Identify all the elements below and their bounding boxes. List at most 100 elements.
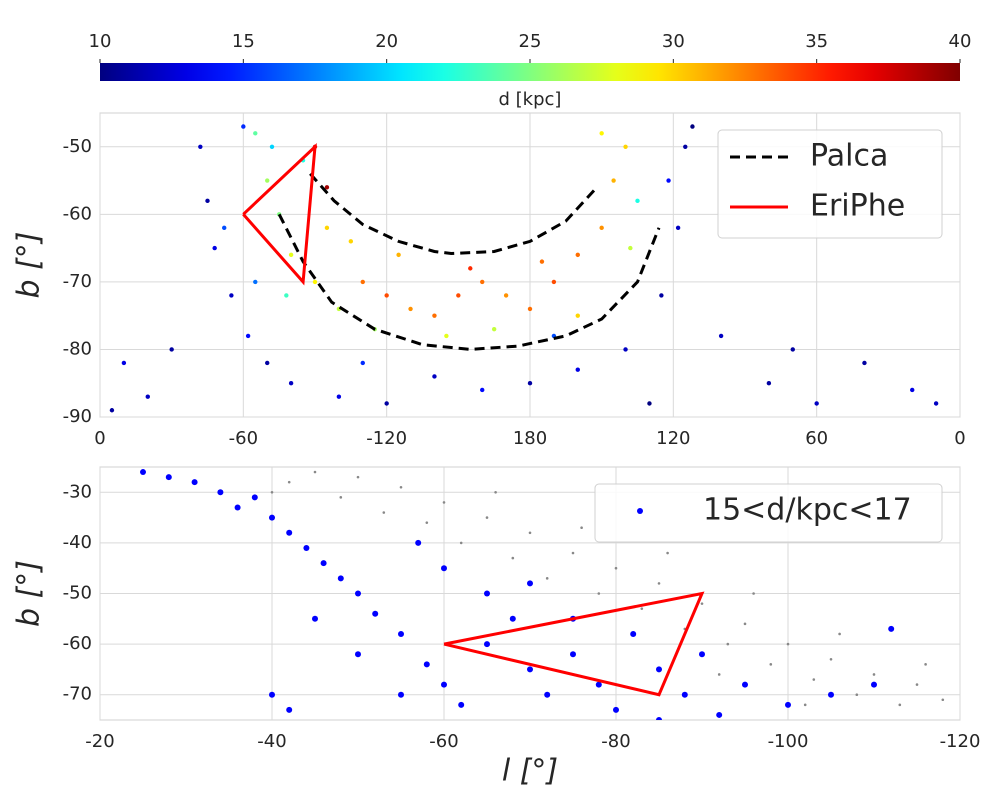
star-point — [575, 313, 580, 318]
star-point — [253, 131, 258, 136]
y-tick-label: -90 — [63, 406, 92, 427]
point — [613, 706, 619, 713]
colorbar-tick-label: 20 — [375, 31, 398, 52]
star-point — [659, 293, 664, 298]
point — [286, 706, 293, 713]
point — [458, 701, 465, 708]
point — [924, 663, 927, 666]
point — [666, 551, 669, 555]
colorbar-tick-label: 40 — [949, 31, 972, 52]
colorbar-tick-label: 30 — [662, 31, 685, 52]
point — [287, 480, 291, 484]
star-point — [121, 360, 127, 366]
colorbar-label: d [kpc] — [499, 89, 562, 110]
star-point — [503, 293, 509, 298]
curve — [443, 591, 705, 697]
point — [570, 651, 576, 658]
star-point — [324, 185, 330, 190]
star-point — [628, 245, 633, 251]
legend-box — [717, 129, 943, 239]
point — [898, 703, 902, 707]
point — [398, 630, 404, 637]
point — [423, 661, 430, 668]
point — [640, 607, 644, 610]
point — [699, 651, 705, 658]
star-point — [480, 387, 485, 393]
legend-label: Palca — [810, 139, 888, 174]
point — [337, 575, 344, 582]
point — [888, 625, 895, 632]
star-point — [718, 333, 724, 339]
star-point — [790, 347, 795, 352]
star-point — [408, 306, 413, 312]
point — [270, 491, 274, 494]
x-tick-label: -40 — [257, 731, 286, 752]
y-tick-label: -50 — [63, 136, 92, 157]
star-point — [253, 279, 258, 285]
star-point — [575, 367, 580, 372]
point — [234, 504, 241, 511]
curve — [277, 172, 661, 351]
point — [785, 701, 791, 708]
star-point — [623, 347, 628, 352]
point — [915, 683, 919, 686]
point — [459, 541, 463, 545]
colorbar-tick-label: 35 — [805, 31, 828, 52]
y-axis-label: b [°] — [12, 560, 47, 627]
star-point — [814, 401, 819, 406]
x-axis-label: l [°] — [502, 754, 558, 789]
star-point — [599, 131, 604, 136]
colorbar-tick-label: 25 — [519, 31, 542, 52]
star-point — [324, 225, 330, 231]
point — [494, 491, 497, 494]
y-tick-label: -30 — [63, 481, 92, 502]
point — [614, 566, 618, 570]
y-tick-label: -70 — [63, 684, 92, 705]
point — [786, 642, 790, 646]
star-point — [269, 144, 275, 149]
point — [425, 521, 429, 524]
point — [442, 501, 446, 504]
star-point — [468, 266, 473, 271]
y-tick-label: -60 — [63, 633, 92, 654]
plot-marks — [109, 124, 939, 413]
star-point — [384, 293, 389, 298]
point — [828, 691, 834, 698]
point — [251, 494, 258, 501]
star-point — [647, 401, 652, 406]
legend: Palca EriPhe — [717, 129, 943, 239]
point — [399, 485, 403, 489]
plot-marks — [140, 469, 945, 720]
x-tick-label: -80 — [601, 731, 630, 752]
star-point — [198, 144, 203, 149]
star-point — [109, 408, 115, 413]
y-tick-label: -40 — [63, 532, 92, 553]
point — [812, 678, 816, 681]
point — [355, 590, 361, 597]
point — [716, 711, 723, 718]
point — [415, 539, 422, 546]
point — [872, 673, 876, 676]
star-point — [169, 347, 174, 352]
star-point — [527, 381, 533, 386]
star-point — [480, 279, 485, 285]
legend: 15<d/kpc<17 — [594, 483, 943, 543]
star-point — [635, 198, 640, 204]
point — [191, 479, 198, 486]
y-axis-label: b [°] — [12, 232, 47, 299]
point — [580, 526, 583, 530]
point — [165, 474, 172, 481]
star-point — [539, 259, 545, 264]
star-point — [396, 252, 401, 258]
point — [657, 582, 661, 585]
star-point — [336, 394, 342, 399]
point — [339, 496, 343, 499]
star-point — [675, 225, 681, 231]
star-point — [288, 252, 294, 258]
star-point — [205, 198, 210, 204]
point — [769, 663, 773, 666]
point — [511, 556, 515, 560]
star-point — [933, 401, 939, 406]
point — [726, 642, 730, 646]
